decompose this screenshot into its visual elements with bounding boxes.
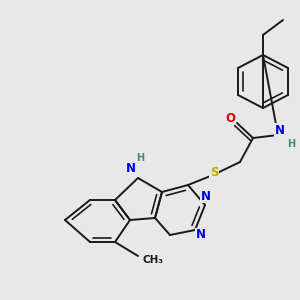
Text: N: N <box>275 124 285 136</box>
Text: O: O <box>225 112 235 124</box>
Text: CH₃: CH₃ <box>142 255 164 265</box>
Text: H: H <box>136 153 144 163</box>
Text: N: N <box>126 161 136 175</box>
Text: S: S <box>210 166 218 178</box>
Text: N: N <box>201 190 211 202</box>
Text: H: H <box>287 139 295 149</box>
Text: N: N <box>196 229 206 242</box>
